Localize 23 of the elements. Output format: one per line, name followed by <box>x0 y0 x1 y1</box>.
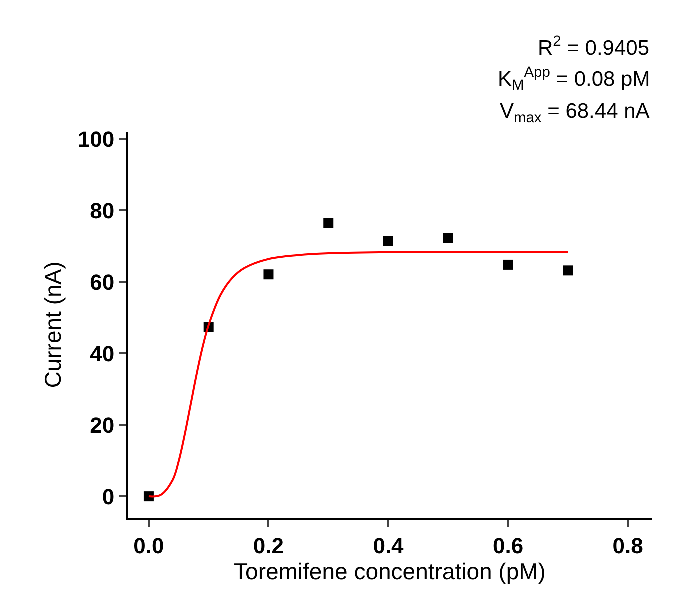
x-tick-label: 0.8 <box>612 533 644 558</box>
x-tick-label: 0.2 <box>253 533 284 558</box>
point <box>503 260 514 270</box>
text: V$_{max}$ = 68.44 nA <box>500 100 650 126</box>
text: K$_{M}$$^{App}$ = 0.08 pM <box>498 65 650 94</box>
point <box>384 236 394 246</box>
y-tick-label: 60 <box>90 270 115 295</box>
point <box>324 218 334 228</box>
y-tick-label: 80 <box>90 198 115 224</box>
x-axis-title: Toremifene concentration (pM) <box>234 558 546 584</box>
point <box>264 270 274 280</box>
y-tick-label: 0 <box>102 484 115 510</box>
y-tick-label: 100 <box>78 126 115 152</box>
x-tick-label: 0.0 <box>134 533 164 558</box>
y-axis-title: Current (nA) <box>40 262 66 388</box>
point <box>563 266 574 276</box>
y-tick-label: 40 <box>90 341 115 366</box>
text: R$^{2}$ = 0.9405 <box>538 34 650 60</box>
point <box>144 492 154 502</box>
x-tick-label: 0.4 <box>373 533 405 558</box>
y-tick-label: 20 <box>90 412 115 438</box>
x-tick-label: 0.6 <box>492 533 524 558</box>
point <box>443 233 454 244</box>
